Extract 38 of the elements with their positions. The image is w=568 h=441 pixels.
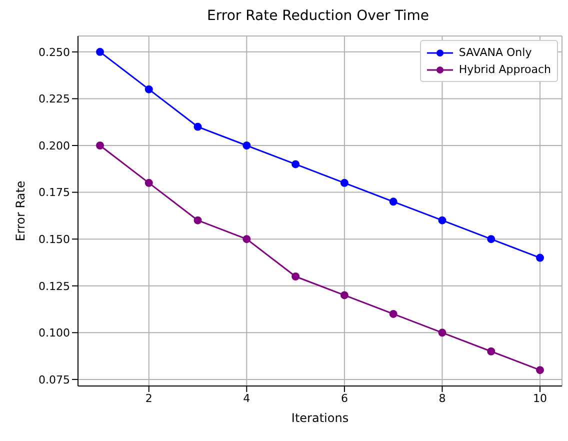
point bbox=[487, 347, 496, 356]
x-tick-label: 6 bbox=[340, 392, 348, 405]
point bbox=[438, 328, 446, 337]
point bbox=[144, 85, 153, 94]
point bbox=[194, 216, 202, 224]
point bbox=[340, 178, 348, 187]
x-tick-label: 10 bbox=[533, 392, 547, 405]
point bbox=[194, 122, 202, 131]
y-tick-label: 0.075 bbox=[38, 373, 70, 386]
x-tick-label: 4 bbox=[243, 392, 250, 405]
y-tick-label: 0.100 bbox=[38, 326, 70, 340]
x-tick-label: 2 bbox=[145, 392, 152, 405]
y-tick-label: 0.125 bbox=[38, 280, 70, 293]
x-tick-label: 8 bbox=[438, 392, 446, 405]
chart-title: Error Rate Reduction Over Time bbox=[206, 8, 430, 26]
point bbox=[340, 291, 348, 300]
y-tick-label: 0.200 bbox=[38, 139, 70, 152]
point bbox=[389, 198, 398, 206]
point bbox=[438, 216, 446, 224]
point bbox=[292, 160, 300, 168]
point bbox=[536, 254, 544, 262]
point bbox=[242, 141, 251, 150]
point bbox=[389, 310, 398, 318]
point bbox=[292, 272, 300, 281]
point bbox=[96, 48, 104, 56]
point bbox=[96, 141, 104, 150]
point bbox=[536, 366, 544, 374]
y-tick-label: 0.175 bbox=[38, 186, 70, 200]
y-axis-title: Error Rate bbox=[13, 180, 28, 242]
y-tick-label: 0.150 bbox=[38, 232, 70, 246]
point bbox=[144, 178, 153, 187]
y-tick-label: 0.250 bbox=[38, 46, 70, 59]
legend-label: Hybrid Approach bbox=[458, 63, 551, 76]
legend-label: SAVANA Only bbox=[458, 46, 532, 59]
point bbox=[242, 235, 251, 244]
y-tick-label: 0.225 bbox=[38, 92, 70, 106]
x-axis-title: Iterations bbox=[291, 411, 349, 425]
point bbox=[487, 235, 496, 244]
